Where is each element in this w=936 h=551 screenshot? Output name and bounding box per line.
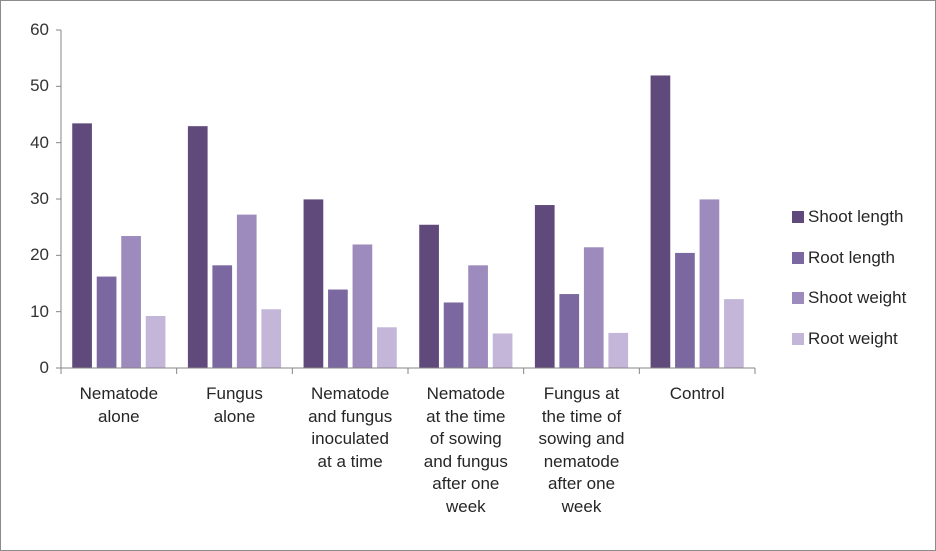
bar	[351, 243, 374, 369]
category-label-line: and fungus	[423, 451, 508, 471]
legend-label: Root weight	[808, 328, 898, 348]
legend-item: Shoot weight	[792, 288, 932, 310]
legend-item: Shoot length	[792, 207, 932, 229]
category-label: Fungus at the time of sowing and nematode af…	[528, 383, 636, 518]
legend-item: Root length	[792, 248, 932, 270]
bar	[698, 198, 721, 369]
category-label-line: of sowing	[429, 429, 502, 448]
legend-swatch	[792, 292, 804, 304]
bar	[467, 264, 489, 369]
bar	[534, 204, 556, 369]
category-label: Control	[643, 383, 751, 406]
bar	[607, 332, 629, 369]
legend-item: Root weight	[792, 329, 932, 351]
bar	[376, 326, 398, 369]
bar	[583, 246, 605, 369]
category-label: Fungus alone	[181, 383, 289, 428]
category-label-line: Fungus	[206, 384, 263, 403]
bar	[95, 275, 118, 369]
bar	[674, 252, 696, 369]
bar	[418, 223, 440, 369]
category-label-line: week	[445, 496, 486, 516]
bar	[187, 125, 209, 369]
category-label-line: inoculated	[311, 429, 389, 448]
category-label-line: the time of	[541, 406, 622, 426]
y-tick-label: 30	[30, 189, 49, 208]
y-tick-label: 40	[30, 132, 49, 152]
bar	[327, 288, 349, 369]
y-tick-label: 20	[30, 245, 49, 265]
y-tick-label: 60	[30, 20, 49, 39]
category-label-line: week	[561, 496, 602, 516]
category-label-line: alone	[213, 406, 256, 426]
y-tick-label: 50	[30, 76, 49, 96]
bar	[144, 315, 167, 369]
bar	[71, 122, 93, 369]
category-label-line: alone	[98, 406, 140, 426]
bar	[723, 298, 745, 369]
category-label-line: Nematode	[310, 384, 390, 403]
category-label-line: at the time	[426, 406, 506, 426]
bar	[491, 332, 514, 369]
category-label-line: and fungus	[308, 406, 393, 426]
category-label-line: after one	[547, 474, 616, 493]
category-label: Nematode alone	[65, 383, 173, 428]
bar	[649, 74, 672, 369]
bar	[211, 264, 233, 369]
legend-swatch	[792, 332, 804, 345]
category-label-line: after one	[432, 474, 500, 493]
category-label: Nematode and fungus inoculated at a time	[296, 383, 404, 473]
category-label-line: Nematode	[79, 384, 159, 403]
legend-swatch	[792, 251, 804, 264]
category-label-line: Nematode	[426, 384, 506, 403]
category-label: Nematode at the time of sowing and fungus af…	[412, 383, 520, 518]
y-tick-label: 0	[39, 358, 49, 377]
bar	[120, 235, 142, 369]
bar	[558, 293, 580, 369]
bar	[260, 308, 282, 369]
category-label-line: at a time	[317, 451, 383, 471]
legend-label: Root length	[808, 247, 895, 267]
legend-swatch	[792, 211, 804, 223]
y-tick-label: 10	[30, 301, 49, 321]
legend-label: Shoot weight	[808, 288, 907, 307]
category-label-line: Fungus at	[543, 384, 620, 403]
bar	[442, 301, 465, 369]
category-label-line: nematode	[543, 451, 620, 471]
legend-label: Shoot length	[808, 207, 904, 226]
category-label-line: sowing and	[538, 429, 625, 448]
bar	[236, 213, 258, 369]
bar	[302, 198, 325, 369]
category-label-line: Control	[669, 384, 725, 403]
